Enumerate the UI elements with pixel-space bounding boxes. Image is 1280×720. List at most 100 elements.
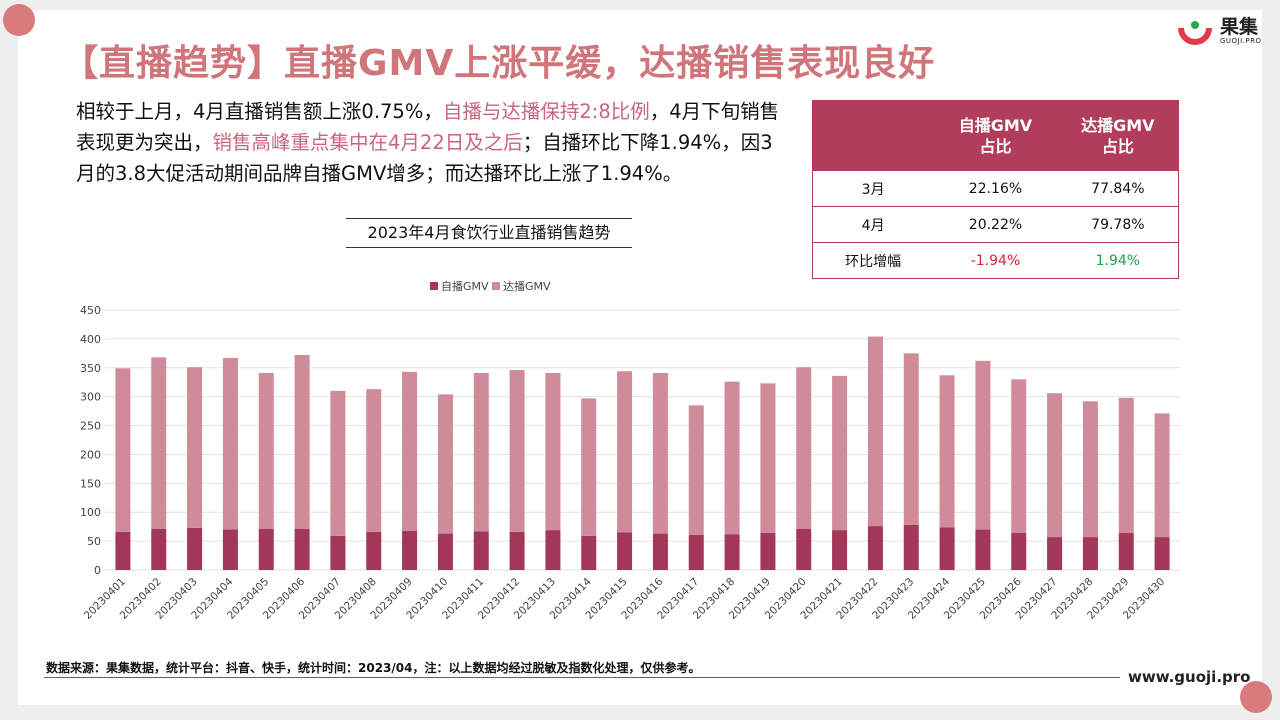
bar-self-gmv xyxy=(617,532,633,570)
bar-self-gmv xyxy=(115,531,131,570)
bar-talent-gmv xyxy=(1047,393,1063,538)
bar-talent-gmv xyxy=(330,390,346,536)
bar-self-gmv xyxy=(294,528,310,570)
bar-talent-gmv xyxy=(1082,401,1098,538)
bar-self-gmv xyxy=(473,531,489,570)
bar-talent-gmv xyxy=(652,372,668,534)
bar-self-gmv xyxy=(187,527,203,570)
talent-share-cell: 79.78% xyxy=(1057,206,1179,243)
chart-title: 2023年4月食饮行业直播销售趋势 xyxy=(346,218,632,248)
website-link[interactable]: www.guoji.pro xyxy=(1128,668,1251,686)
bar-talent-gmv xyxy=(867,336,883,527)
y-tick-label: 50 xyxy=(87,535,101,548)
bar-self-gmv xyxy=(724,534,740,570)
intro-paragraph: 相较于上月，4月直播销售额上涨0.75%，自播与达播保持2:8比例，4月下旬销售… xyxy=(76,96,786,189)
bar-talent-gmv xyxy=(939,375,955,528)
y-tick-label: 400 xyxy=(80,333,101,346)
bar-talent-gmv xyxy=(187,367,203,528)
table-row: 环比增幅 -1.94% 1.94% xyxy=(812,242,1179,279)
row-label: 4月 xyxy=(812,206,934,243)
self-change-cell: -1.94% xyxy=(933,242,1058,279)
gmv-ratio-table: 自播GMV 占比 达播GMV 占比 3月 22.16% 77.84% 4月 20… xyxy=(812,100,1179,279)
bar-talent-gmv xyxy=(1118,397,1134,534)
bar-self-gmv xyxy=(258,528,274,570)
bar-self-gmv xyxy=(760,533,776,570)
y-tick-label: 450 xyxy=(80,304,101,317)
bar-self-gmv xyxy=(402,530,418,570)
bar-self-gmv xyxy=(1118,533,1134,570)
self-share-cell: 22.16% xyxy=(933,170,1058,207)
bar-self-gmv xyxy=(151,528,167,570)
bar-talent-gmv xyxy=(975,360,991,530)
data-source-note: 数据来源：果集数据，统计平台：抖音、快手，统计时间：2023/04，注：以上数据… xyxy=(46,661,701,675)
legend-label: 达播GMV xyxy=(503,279,551,293)
bar-talent-gmv xyxy=(437,394,453,534)
decorative-dot xyxy=(3,4,35,36)
y-tick-label: 350 xyxy=(80,362,101,375)
bar-talent-gmv xyxy=(1154,413,1170,538)
logo-name: 果集 xyxy=(1220,16,1259,38)
footer-divider xyxy=(44,677,1120,678)
bar-talent-gmv xyxy=(688,405,704,535)
bar-talent-gmv xyxy=(294,355,310,529)
bar-self-gmv xyxy=(867,526,883,570)
bar-talent-gmv xyxy=(258,372,274,529)
bar-talent-gmv xyxy=(903,353,919,525)
stacked-bar-chart: 自播GMV 达播GMV050100150200250300350400450202… xyxy=(80,279,1180,622)
bar-talent-gmv xyxy=(222,357,238,530)
bar-self-gmv xyxy=(939,527,955,570)
brand-logo: 果集 GUOJI.PRO xyxy=(1178,12,1268,48)
y-tick-label: 0 xyxy=(94,564,101,577)
bar-talent-gmv xyxy=(402,371,418,531)
decorative-dot xyxy=(1240,681,1272,713)
self-share-cell: 20.22% xyxy=(933,206,1058,243)
table-row: 4月 20.22% 79.78% xyxy=(812,206,1179,243)
bar-self-gmv xyxy=(652,533,668,570)
bar-talent-gmv xyxy=(509,370,525,532)
legend-swatch xyxy=(430,282,438,290)
bar-talent-gmv xyxy=(832,375,848,531)
bar-talent-gmv xyxy=(760,383,776,534)
bar-self-gmv xyxy=(1011,533,1027,570)
bar-self-gmv xyxy=(509,531,525,570)
intro-text: 相较于上月，4月直播销售额上涨0.75%， xyxy=(76,100,443,123)
y-tick-label: 200 xyxy=(80,448,101,461)
row-label: 3月 xyxy=(812,170,934,207)
bar-talent-gmv xyxy=(545,372,561,531)
bar-self-gmv xyxy=(688,534,704,570)
bar-talent-gmv xyxy=(617,371,633,533)
bar-talent-gmv xyxy=(1011,379,1027,534)
table-header-cell: 自播GMV 占比 xyxy=(933,100,1058,171)
bar-talent-gmv xyxy=(151,357,167,529)
bar-self-gmv xyxy=(796,528,812,570)
row-label: 环比增幅 xyxy=(812,242,934,279)
bar-talent-gmv xyxy=(724,381,740,535)
bar-self-gmv xyxy=(437,533,453,570)
logo-sub: GUOJI.PRO xyxy=(1220,37,1262,45)
intro-highlight: 自播与达播保持2:8比例 xyxy=(442,100,650,123)
bar-self-gmv xyxy=(366,531,382,570)
intro-text: ；自播环比下降1.94%，因3月的3.8大促活动期间品牌自播GMV增多；而达播环… xyxy=(76,131,773,185)
bar-self-gmv xyxy=(975,529,991,570)
bar-self-gmv xyxy=(903,524,919,570)
intro-text: ，4月下旬销售表现更为突出， xyxy=(76,100,780,154)
table-header-cell: 达播GMV 占比 xyxy=(1057,100,1179,171)
intro-highlight: 销售高峰重点集中在4月22日及之后 xyxy=(212,131,523,154)
table-header-cell xyxy=(812,100,934,171)
y-tick-label: 100 xyxy=(80,506,101,519)
bar-talent-gmv xyxy=(581,398,597,536)
bar-self-gmv xyxy=(581,535,597,570)
bar-self-gmv xyxy=(330,535,346,570)
logo-icon xyxy=(1178,21,1212,45)
page-title: 【直播趋势】直播GMV上涨平缓，达播销售表现良好 xyxy=(62,43,936,84)
legend-swatch xyxy=(492,282,500,290)
y-tick-label: 250 xyxy=(80,420,101,433)
talent-change-cell: 1.94% xyxy=(1057,242,1179,279)
bar-self-gmv xyxy=(545,530,561,570)
bar-self-gmv xyxy=(1082,537,1098,570)
table-header-row: 自播GMV 占比 达播GMV 占比 xyxy=(812,100,1179,171)
y-tick-label: 150 xyxy=(80,477,101,490)
bar-talent-gmv xyxy=(115,368,131,532)
bar-talent-gmv xyxy=(366,389,382,532)
bar-talent-gmv xyxy=(473,372,489,532)
